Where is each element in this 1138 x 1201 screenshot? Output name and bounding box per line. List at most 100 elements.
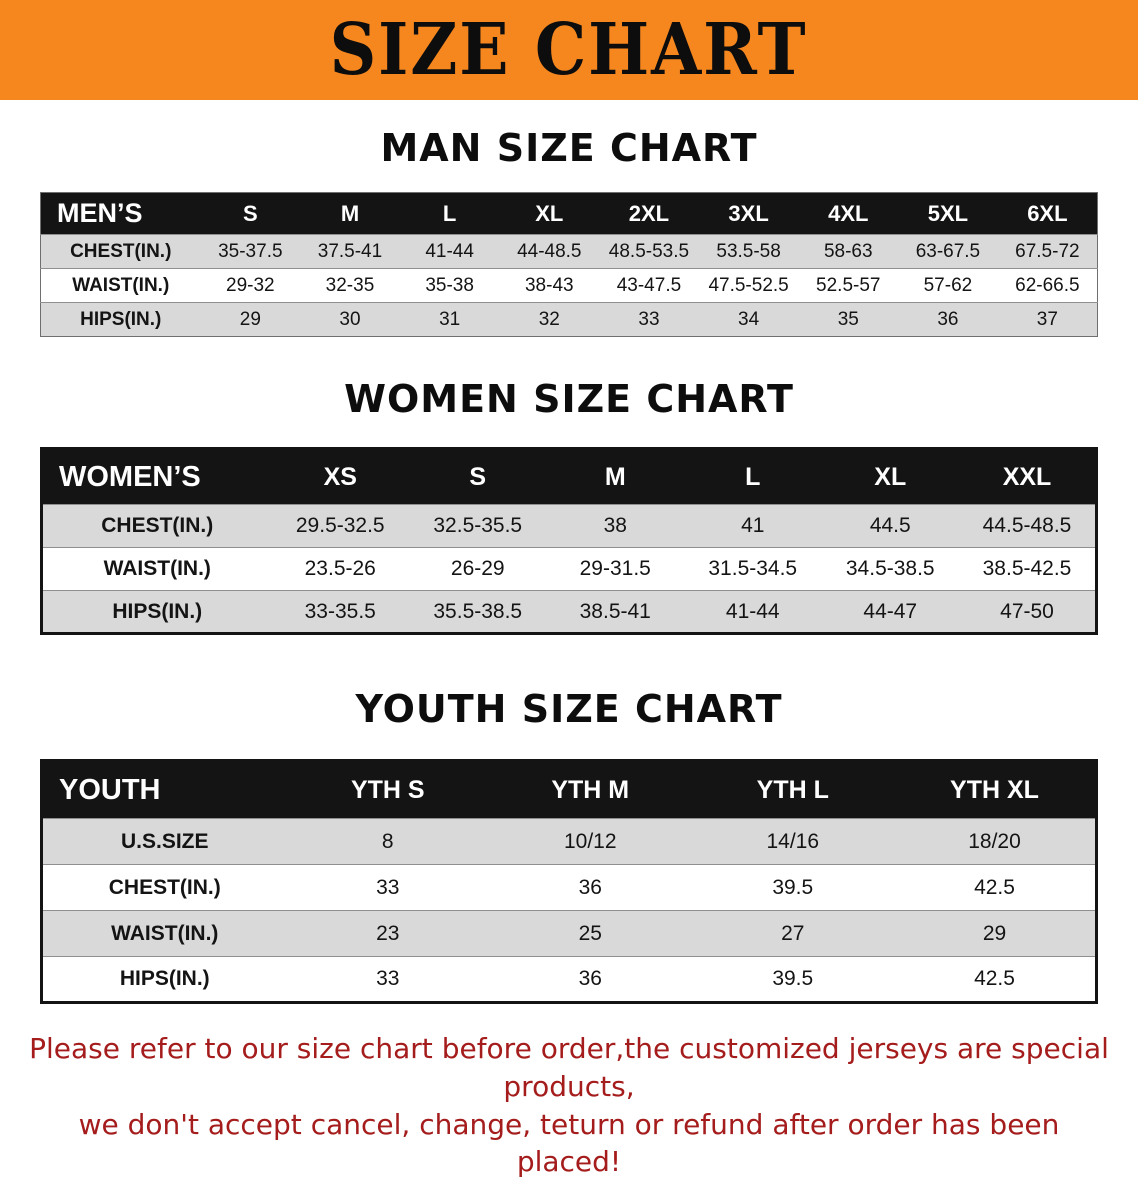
size-value-cell: 44.5-48.5	[982, 514, 1072, 537]
table-row: WAIST(IN.) 23.5-26 26-29 29-31.5 31.5-34.5 34…	[41, 547, 1097, 591]
size-value-cell: 29	[239, 308, 261, 330]
youth-section-heading: YOUTH SIZE CHART	[355, 687, 783, 731]
table-row: HIPS(IN.) 33 36 39.5 42.5	[41, 956, 1097, 1003]
size-column-header: XS	[271, 448, 409, 505]
size-value-cell: 44-47	[863, 599, 918, 623]
size-value-cell: 30	[339, 308, 361, 330]
size-value-cell: 29-32	[226, 274, 275, 296]
row-label: CHEST(IN.)	[70, 240, 172, 262]
size-value-cell: 41-44	[725, 599, 780, 623]
size-value-cell: 32-35	[325, 274, 375, 296]
size-value-cell: 33-35.5	[304, 599, 376, 623]
size-value-cell: 34.5-38.5	[845, 557, 935, 580]
size-value-cell: 33	[638, 308, 660, 330]
row-label: U.S.SIZE	[120, 829, 209, 853]
size-column-header: 4XL	[798, 192, 899, 235]
size-value-cell: 57-62	[923, 274, 973, 296]
men-size-section: MAN SIZE CHART MEN’S S M L XL 2XL 3XL 4XL 5XL 6XL…	[0, 126, 1138, 337]
row-label: WAIST(IN.)	[103, 557, 211, 580]
banner: SIZE CHART	[0, 0, 1138, 100]
size-value-cell: 31	[439, 308, 461, 330]
size-value-cell: 18/20	[968, 829, 1021, 853]
women-section-heading: WOMEN SIZE CHART	[344, 377, 794, 421]
size-value-cell: 63-67.5	[915, 240, 981, 262]
size-column-header: 6XL	[997, 192, 1098, 235]
size-column-header: 5XL	[898, 192, 998, 235]
size-value-cell: 37	[1036, 308, 1058, 330]
row-label: HIPS(IN.)	[80, 308, 162, 330]
size-value-cell: 53.5-58	[716, 240, 781, 262]
table-row: U.S.SIZE 8 10/12 14/16 18/20	[41, 818, 1097, 865]
size-value-cell: 35.5-38.5	[433, 599, 523, 623]
size-column-header: M	[546, 448, 684, 505]
size-column-header: L	[684, 448, 822, 505]
table-row: HIPS(IN.) 29 30 31 32 33 34 35 36 37	[40, 302, 1098, 337]
size-value-cell: 44-48.5	[517, 240, 582, 262]
page-title: SIZE CHART	[330, 8, 808, 92]
size-column-header: S	[409, 448, 547, 505]
table-title-cell: WOMEN’S	[41, 448, 272, 505]
row-label: HIPS(IN.)	[119, 967, 210, 990]
size-column-header: M	[300, 192, 400, 235]
youth-size-table: YOUTH YTH S YTH M YTH L YTH XL U.S.SIZE 8 10/12…	[40, 759, 1098, 1004]
size-value-cell: 67.5-72	[1015, 240, 1080, 262]
size-value-cell: 35-38	[425, 274, 474, 296]
size-value-cell: 8	[381, 829, 394, 853]
row-label: WAIST(IN.)	[111, 921, 219, 945]
size-value-cell: 42.5	[974, 875, 1015, 899]
size-column-header: YTH S	[286, 760, 489, 819]
women-size-section: WOMEN SIZE CHART WOMEN’S XS S M L XL XXL CHEST(…	[0, 377, 1138, 635]
row-label: WAIST(IN.)	[72, 274, 170, 296]
size-column-header: XXL	[959, 448, 1097, 505]
size-value-cell: 36	[937, 308, 959, 330]
size-column-header: XL	[499, 192, 600, 235]
size-value-cell: 38.5-42.5	[982, 557, 1072, 580]
size-value-cell: 37.5-41	[317, 240, 383, 262]
header-row: MEN’S S M L XL 2XL 3XL 4XL 5XL 6XL	[40, 192, 1098, 235]
size-value-cell: 29.5-32.5	[295, 514, 385, 537]
size-value-cell: 35-37.5	[218, 240, 283, 262]
size-value-cell: 31.5-34.5	[708, 557, 798, 580]
size-column-header: S	[200, 192, 301, 235]
size-value-cell: 25	[578, 921, 602, 945]
size-value-cell: 35	[837, 308, 859, 330]
size-value-cell: 23	[376, 921, 400, 945]
order-notice: Please refer to our size chart before or…	[29, 1030, 1109, 1181]
table-title-cell: MEN’S	[40, 192, 201, 235]
size-column-header: YTH XL	[894, 760, 1097, 819]
notice-line-1: Please refer to our size chart before or…	[29, 1032, 1109, 1103]
row-label: CHEST(IN.)	[108, 875, 221, 899]
size-value-cell: 41	[741, 514, 765, 537]
size-value-cell: 38	[603, 514, 627, 537]
size-value-cell: 38-43	[524, 274, 574, 296]
size-value-cell: 41-44	[425, 240, 474, 262]
table-row: HIPS(IN.) 33-35.5 35.5-38.5 38.5-41 41-44 44-…	[41, 590, 1097, 634]
size-value-cell: 34	[738, 308, 760, 330]
size-value-cell: 26-29	[450, 557, 505, 580]
size-value-cell: 36	[578, 875, 602, 899]
row-label: CHEST(IN.)	[101, 514, 214, 537]
size-value-cell: 36	[578, 967, 602, 990]
size-value-cell: 48.5-53.5	[608, 240, 690, 262]
header-row: YOUTH YTH S YTH M YTH L YTH XL	[41, 760, 1097, 819]
size-value-cell: 10/12	[563, 829, 617, 853]
size-column-header: 3XL	[698, 192, 799, 235]
size-column-header: YTH M	[489, 760, 692, 819]
size-value-cell: 43-47.5	[616, 274, 682, 296]
table-row: CHEST(IN.) 33 36 39.5 42.5	[41, 864, 1097, 911]
size-value-cell: 33	[376, 875, 400, 899]
notice-line-2: we don't accept cancel, change, teturn o…	[78, 1107, 1060, 1179]
size-value-cell: 47-50	[1000, 599, 1054, 623]
size-value-cell: 29	[982, 921, 1007, 945]
size-value-cell: 23.5-26	[304, 557, 376, 580]
size-value-cell: 29-31.5	[579, 557, 651, 580]
table-title-cell: YOUTH	[41, 760, 287, 819]
size-value-cell: 32	[538, 308, 560, 330]
size-value-cell: 42.5	[974, 967, 1015, 990]
header-row: WOMEN’S XS S M L XL XXL	[41, 448, 1097, 505]
table-row: WAIST(IN.) 23 25 27 29	[41, 910, 1097, 957]
table-row: WAIST(IN.) 29-32 32-35 35-38 38-43 43-47.5 47.…	[40, 268, 1098, 303]
men-size-table: MEN’S S M L XL 2XL 3XL 4XL 5XL 6XL CHEST(IN.) 35-37…	[40, 192, 1098, 337]
size-value-cell: 58-63	[823, 240, 873, 262]
